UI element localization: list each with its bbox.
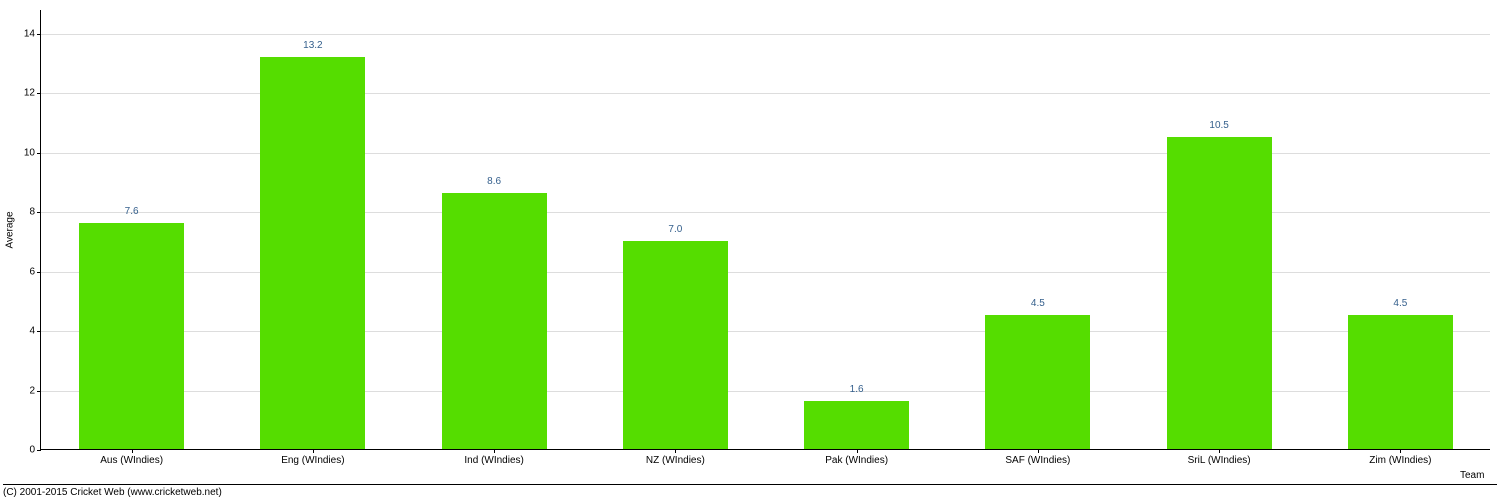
xtick-mark [313,449,314,453]
ytick-mark [37,34,41,35]
xtick-label: NZ (WIndies) [646,455,705,466]
bar: 7.0 [623,241,728,449]
bar-value-label: 13.2 [303,40,322,51]
plot-area: 024681012147.6Aus (WIndies)13.2Eng (WInd… [40,10,1490,450]
ytick-mark [37,93,41,94]
ytick-label: 0 [29,445,35,456]
bar: 8.6 [442,193,547,449]
ytick-label: 14 [24,28,35,39]
bar: 4.5 [985,315,1090,449]
bar: 10.5 [1167,137,1272,449]
xtick-mark [675,449,676,453]
bar-value-label: 10.5 [1209,120,1228,131]
xtick-label: Aus (WIndies) [100,455,163,466]
chart-container: 0 2 4 6 8 10 12 14 7.6 Aus (WIndies) 13.2 Eng (WInd… [0,0,1500,500]
bar-value-label: 4.5 [1031,298,1045,309]
x-axis-title: Team [1460,470,1484,481]
gridline [41,331,1490,332]
xtick-label: Pak (WIndies) [825,455,888,466]
xtick-mark [494,449,495,453]
ytick-mark [37,450,41,451]
gridline [41,212,1490,213]
ytick-mark [37,272,41,273]
y-axis-title: Average [5,211,16,248]
xtick-label: Zim (WIndies) [1369,455,1431,466]
xtick-mark [1038,449,1039,453]
xtick-mark [1400,449,1401,453]
xtick-label: Eng (WIndies) [281,455,344,466]
bar-value-label: 1.6 [850,384,864,395]
gridline [41,272,1490,273]
bar: 4.5 [1348,315,1453,449]
bar-value-label: 4.5 [1393,298,1407,309]
gridline [41,153,1490,154]
ytick-label: 6 [29,266,35,277]
ytick-label: 4 [29,326,35,337]
ytick-label: 12 [24,88,35,99]
gridline [41,93,1490,94]
ytick-mark [37,212,41,213]
bar: 7.6 [79,223,184,449]
xtick-label: SriL (WIndies) [1188,455,1251,466]
xtick-mark [132,449,133,453]
ytick-label: 8 [29,207,35,218]
ytick-mark [37,153,41,154]
copyright-text: (C) 2001-2015 Cricket Web (www.cricketwe… [3,484,1497,498]
ytick-mark [37,331,41,332]
bar-value-label: 7.0 [668,224,682,235]
ytick-label: 2 [29,385,35,396]
bar: 1.6 [804,401,909,449]
xtick-label: SAF (WIndies) [1005,455,1070,466]
xtick-label: Ind (WIndies) [464,455,523,466]
gridline [41,34,1490,35]
xtick-mark [857,449,858,453]
ytick-mark [37,391,41,392]
bar-value-label: 7.6 [125,206,139,217]
gridline [41,391,1490,392]
bar-value-label: 8.6 [487,176,501,187]
bar: 13.2 [260,57,365,449]
ytick-label: 10 [24,147,35,158]
xtick-mark [1219,449,1220,453]
